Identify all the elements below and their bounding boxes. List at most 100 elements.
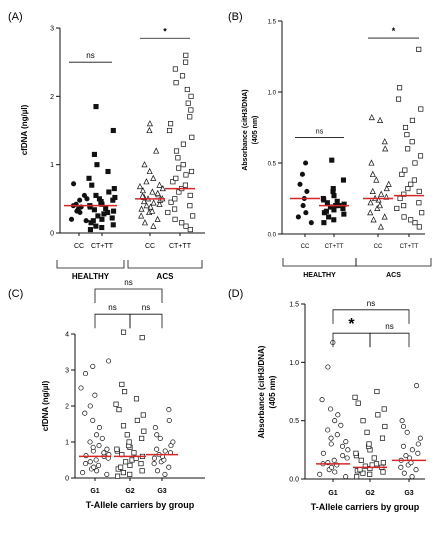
data-point <box>366 441 372 447</box>
data-point <box>417 153 424 159</box>
data-point <box>103 205 109 211</box>
data-point <box>82 371 89 377</box>
y-tick-label: 3 <box>50 26 54 33</box>
x-tick-label: CT+TT <box>91 243 114 250</box>
data-point <box>157 435 163 441</box>
data-point <box>146 120 153 127</box>
data-point <box>141 428 147 434</box>
data-point <box>317 471 323 477</box>
data-point <box>353 450 359 456</box>
data-point <box>381 213 388 220</box>
y-tick-label: 1.0 <box>268 91 277 97</box>
data-point <box>187 203 193 209</box>
data-point <box>123 459 129 465</box>
panel-a: (A) 0 1 2 3 cfDNA (ng/µl) CC CT+TT CC CT+TT HEALTH… <box>8 11 205 281</box>
data-point <box>175 155 181 161</box>
data-point <box>71 181 77 187</box>
x-tick-label: CC <box>74 243 84 250</box>
data-point <box>376 202 383 209</box>
data-point <box>162 448 168 454</box>
data-point <box>331 457 337 463</box>
data-point <box>180 162 186 168</box>
x-tick-label: CT+TT <box>325 244 344 250</box>
data-point <box>416 46 422 52</box>
data-point <box>415 450 421 456</box>
data-point <box>374 388 380 395</box>
data-point <box>87 403 93 409</box>
data-point <box>166 417 172 423</box>
data-point <box>402 167 408 173</box>
x-tick-label: G2 <box>125 488 134 495</box>
data-point <box>78 385 84 391</box>
data-point <box>136 182 144 190</box>
x-tick-label: G3 <box>404 490 413 497</box>
data-point <box>82 410 88 416</box>
data-point <box>339 443 346 449</box>
data-point <box>335 412 341 418</box>
data-point <box>408 460 414 466</box>
data-point <box>380 460 386 466</box>
data-point <box>154 189 161 196</box>
data-point <box>87 459 93 465</box>
data-point <box>109 215 115 221</box>
data-point <box>409 139 415 145</box>
x-tick-label: CT+TT <box>400 244 419 250</box>
data-point <box>173 175 179 181</box>
data-point <box>357 467 363 473</box>
data-point <box>119 381 125 387</box>
y-tick-label: 1 <box>65 440 69 447</box>
data-point <box>92 392 98 398</box>
data-point <box>179 73 186 79</box>
data-point <box>134 417 140 423</box>
data-point <box>168 199 174 205</box>
significance-bracket <box>129 313 163 329</box>
group-bracket <box>282 258 357 267</box>
data-point <box>397 85 403 91</box>
data-point <box>173 148 180 154</box>
data-point <box>408 181 414 187</box>
data-point <box>323 208 329 214</box>
data-point <box>156 200 163 207</box>
data-point <box>141 161 148 168</box>
x-tick-label: CC <box>374 244 383 250</box>
y-tick-label: 0.5 <box>268 162 277 168</box>
data-point <box>93 223 99 229</box>
data-point <box>373 461 380 467</box>
significance-bracket <box>94 288 163 303</box>
data-point <box>308 220 314 226</box>
data-point <box>93 104 99 110</box>
data-point <box>380 469 386 475</box>
data-point <box>115 473 121 479</box>
data-point <box>113 401 119 407</box>
data-point <box>341 201 347 207</box>
data-point <box>385 180 392 187</box>
data-point <box>166 464 172 470</box>
data-point <box>321 220 327 226</box>
data-point <box>94 468 100 474</box>
significance-label: ns <box>367 299 375 308</box>
data-point <box>185 100 191 106</box>
data-point <box>409 117 415 123</box>
data-point <box>165 209 171 216</box>
data-point <box>405 186 411 192</box>
data-point <box>331 193 337 199</box>
significance-label: ns <box>108 303 116 312</box>
data-point <box>325 364 331 370</box>
data-point <box>140 412 146 418</box>
data-point <box>168 121 174 127</box>
group-bracket <box>355 258 432 267</box>
data-point <box>112 194 118 201</box>
data-point <box>162 471 168 477</box>
data-point <box>86 175 92 181</box>
y-tick-label: 3 <box>65 368 69 375</box>
data-point <box>370 216 377 223</box>
data-point <box>368 159 375 166</box>
data-point <box>303 210 309 216</box>
significance-bracket <box>332 309 410 324</box>
data-point <box>404 132 410 138</box>
data-point <box>328 406 334 412</box>
data-point <box>412 160 418 166</box>
data-point <box>375 412 381 418</box>
significance-label: ns <box>142 303 150 312</box>
data-point <box>416 224 422 230</box>
